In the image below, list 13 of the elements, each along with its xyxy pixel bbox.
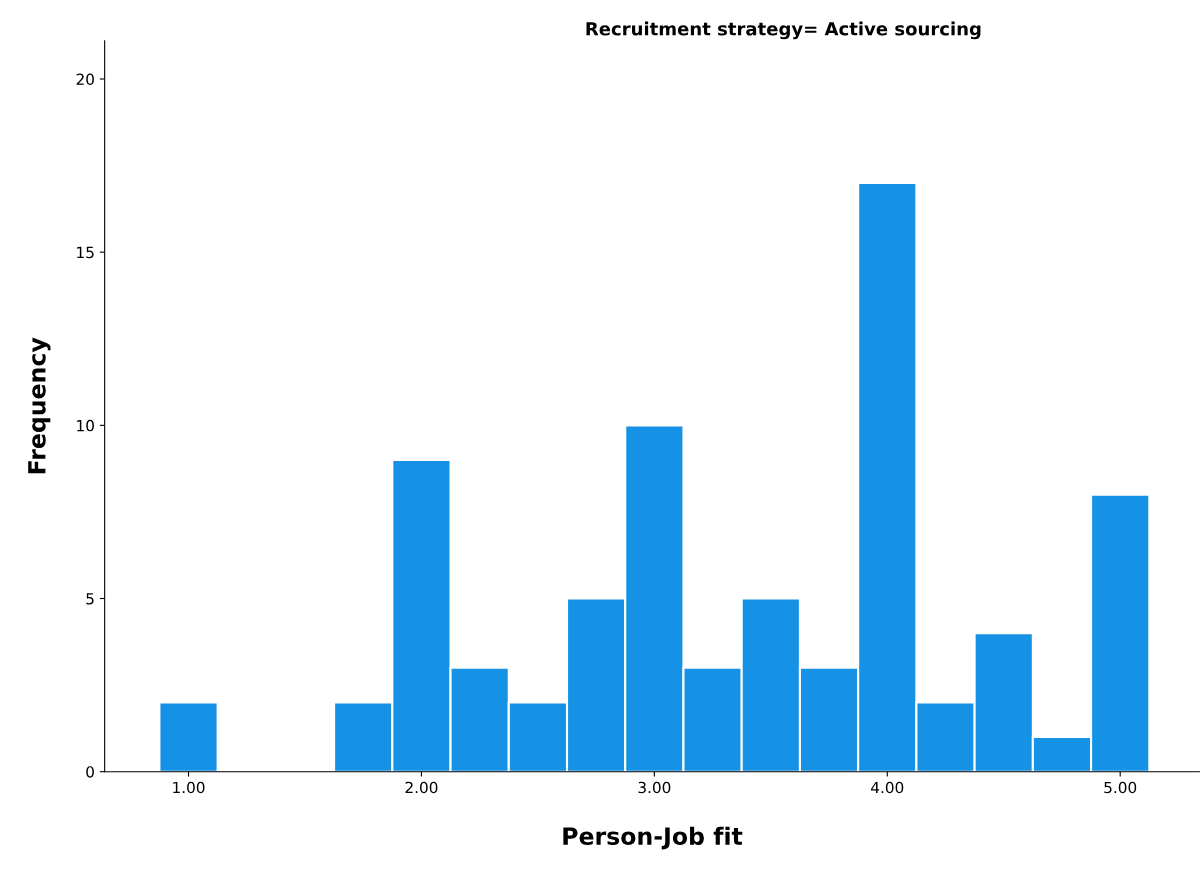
y-tick-label: 10: [77, 419, 94, 432]
x-tick-label: 5.00: [1104, 781, 1137, 794]
y-tick-label: 20: [76, 73, 94, 86]
x-tick-label: 4.00: [871, 781, 904, 794]
x-tick-label: 1.00: [173, 781, 205, 794]
y-tick-label: 5: [86, 593, 94, 605]
x-tick-label: 3.00: [638, 781, 671, 794]
y-axis-title: Frequency: [28, 337, 51, 474]
x-axis-title: Person-Job fit: [563, 826, 743, 850]
chart-title: Recruitment strategy= Active sourcing: [586, 21, 981, 40]
y-tick-label: 0: [86, 766, 94, 778]
x-tick-label: 2.00: [405, 781, 438, 794]
y-tick-label: 15: [77, 246, 94, 259]
